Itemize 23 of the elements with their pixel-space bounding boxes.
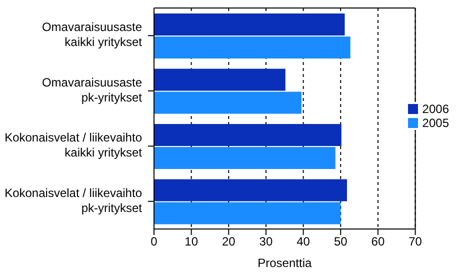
- legend-label: 2006: [422, 102, 449, 116]
- y-tick-label: Omavaraisuusaste kaikki yritykset: [42, 20, 143, 50]
- bar: [154, 36, 350, 59]
- y-tick-label: Omavaraisuusaste pk-yritykset: [42, 76, 143, 105]
- legend-label: 2005: [422, 116, 449, 130]
- bar: [154, 202, 341, 224]
- x-tick-label: 40: [296, 234, 310, 249]
- x-tick-label: 20: [222, 234, 236, 249]
- x-tick-label: 10: [184, 234, 198, 249]
- y-tick-label: Kokonaisvelat / liikevaihto pk-yritykset: [4, 186, 143, 216]
- bar: [154, 68, 286, 91]
- x-tick-label: 30: [259, 234, 273, 249]
- bar: [154, 14, 345, 36]
- y-tick-label: Kokonaisvelat / liikevaihto kaikki yritykset: [4, 130, 143, 160]
- x-tick-label: 0: [150, 234, 158, 249]
- x-tick-label: 50: [334, 234, 348, 249]
- x-tick-label: 70: [408, 234, 422, 249]
- x-axis-title: Prosenttia: [258, 256, 312, 270]
- x-tick-label: 60: [371, 234, 385, 249]
- bar: [154, 147, 336, 170]
- bar: [154, 92, 302, 114]
- bar: [154, 179, 347, 202]
- bar: [154, 124, 342, 146]
